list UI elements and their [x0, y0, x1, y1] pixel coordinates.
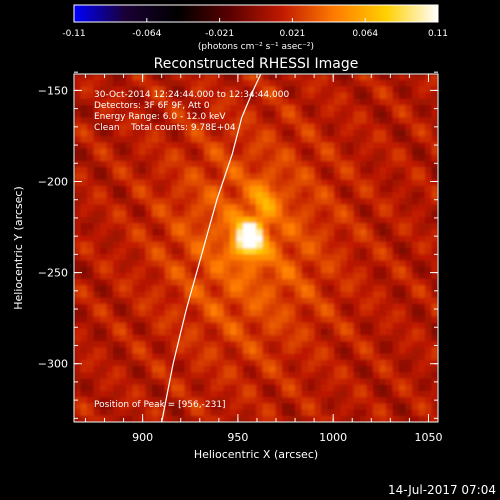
info-line-time: 30-Oct-2014 12:24:44.000 to 12:34:44.000 — [94, 90, 289, 100]
colorbar-tick-label: 0.064 — [352, 29, 378, 39]
x-tick-label: 950 — [227, 431, 248, 444]
colorbar — [73, 4, 439, 23]
chart-title: Reconstructed RHESSI Image — [154, 56, 359, 72]
x-axis-label: Heliocentric X (arcsec) — [194, 448, 318, 461]
observation-info: 30-Oct-2014 12:24:44.000 to 12:34:44.000… — [94, 90, 289, 133]
colorbar-unit-label: (photons cm⁻² s⁻¹ asec⁻²) — [198, 42, 314, 52]
plot-frame — [73, 73, 439, 423]
x-tick-label: 1000 — [319, 431, 347, 444]
colorbar-tick-label: -0.11 — [62, 29, 85, 39]
y-tick-label: −200 — [38, 175, 68, 188]
x-tick-label: 1050 — [414, 431, 442, 444]
info-line-counts: Clean Total counts: 9.78E+04 — [94, 123, 236, 133]
y-tick-label: −300 — [38, 358, 68, 371]
info-line-detectors: Detectors: 3F 6F 9F, Att 0 — [94, 101, 210, 111]
heatmap-image — [74, 74, 438, 422]
colorbar-tick-label: 0.021 — [280, 29, 306, 39]
solar-limb-curve — [161, 74, 262, 422]
y-tick-label: −150 — [38, 84, 68, 97]
y-tick-label: −250 — [38, 267, 68, 280]
colorbar-tick-label: 0.11 — [428, 29, 448, 39]
colorbar-tick-label: -0.021 — [205, 29, 234, 39]
axis-ticks: 900 950 1000 1050 −150 −200 −250 −300 — [38, 71, 442, 444]
footer-date: 14-Jul-2017 07:04 — [388, 483, 496, 497]
y-axis-label: Heliocentric Y (arcsec) — [12, 186, 25, 310]
info-line-energy: Energy Range: 6.0 - 12.0 keV — [94, 112, 226, 122]
x-tick-label: 900 — [132, 431, 153, 444]
colorbar-ticks: -0.11 -0.064 -0.021 0.021 0.064 0.11 — [62, 18, 448, 39]
peak-position-label: Position of Peak = [956,-231] — [94, 400, 226, 410]
colorbar-tick-label: -0.064 — [132, 29, 161, 39]
